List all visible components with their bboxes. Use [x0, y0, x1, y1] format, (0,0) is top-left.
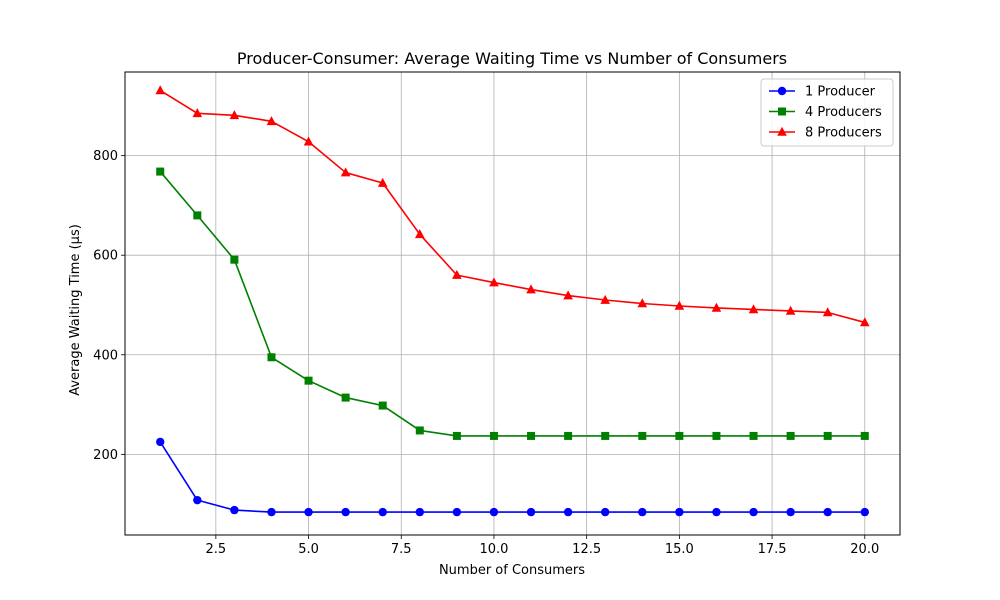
data-point — [823, 507, 832, 517]
data-point — [860, 431, 869, 440]
data-point — [489, 507, 499, 517]
data-point — [786, 431, 795, 440]
legend-label: 1 Producer — [805, 85, 876, 100]
data-point — [192, 108, 203, 118]
series-line — [159, 441, 865, 513]
legend-label: 8 Producers — [805, 126, 882, 141]
y-tick-label: 400 — [93, 348, 118, 363]
data-point — [711, 302, 722, 312]
series-group — [155, 85, 870, 517]
data-point — [155, 85, 166, 95]
data-point — [229, 110, 240, 120]
legend-marker — [778, 107, 786, 116]
x-tick-label: 7.5 — [391, 542, 412, 557]
data-point — [712, 507, 721, 517]
legend-marker — [777, 86, 787, 96]
x-tick-label: 12.5 — [572, 542, 601, 557]
data-point — [193, 211, 202, 220]
legend-marker — [777, 126, 787, 136]
data-point — [304, 376, 313, 385]
data-point — [564, 431, 573, 440]
series-3 — [155, 85, 870, 327]
data-point — [637, 298, 648, 308]
x-axis-label: Number of Consumers — [439, 563, 585, 578]
data-point — [341, 393, 350, 402]
data-point — [526, 284, 536, 294]
data-point — [638, 507, 647, 517]
plot-frame — [124, 71, 901, 536]
data-point — [452, 431, 461, 440]
data-point — [860, 507, 869, 517]
data-point — [266, 116, 277, 126]
data-point — [452, 269, 462, 279]
data-point — [415, 507, 424, 517]
data-point — [749, 431, 758, 440]
legend: 1 Producer 4 Producers 8 Producers — [760, 78, 894, 147]
data-point — [414, 229, 425, 239]
data-point — [378, 401, 387, 410]
y-tick-label: 200 — [93, 448, 118, 463]
data-point — [563, 507, 573, 517]
x-tick-label: 17.5 — [758, 542, 787, 557]
data-point — [748, 304, 759, 314]
y-tick-label: 600 — [93, 249, 118, 264]
series-1 — [156, 437, 869, 517]
data-point — [823, 431, 832, 440]
legend-label: 4 Producers — [805, 105, 882, 120]
data-point — [563, 290, 573, 300]
series-line — [159, 89, 865, 324]
data-point — [230, 255, 239, 264]
data-point — [601, 431, 610, 440]
data-point — [675, 507, 684, 517]
data-point — [675, 431, 684, 440]
x-tick-label: 10.0 — [479, 542, 508, 557]
x-tick-label: 15.0 — [665, 542, 694, 557]
data-point — [786, 507, 795, 517]
data-point — [415, 426, 424, 435]
data-point — [341, 507, 350, 517]
data-point — [859, 317, 870, 327]
y-axis-label: Average Waiting Time (µs) — [68, 224, 83, 396]
series-line — [159, 171, 865, 437]
data-point — [230, 505, 239, 515]
data-point — [267, 507, 276, 517]
data-point — [452, 507, 462, 517]
data-point — [304, 507, 313, 517]
legend-entry: 8 Producers — [769, 126, 882, 141]
data-point — [527, 431, 536, 440]
x-tick-label: 5.0 — [298, 542, 319, 557]
data-point — [674, 300, 685, 310]
legend-entry: 4 Producers — [769, 105, 882, 120]
data-point — [378, 507, 387, 517]
legend-box — [760, 78, 894, 147]
x-tick-label: 20.0 — [850, 542, 879, 557]
y-tick-label: 800 — [93, 149, 118, 164]
data-point — [712, 431, 721, 440]
data-point — [489, 431, 498, 440]
data-point — [193, 495, 202, 505]
series-2 — [156, 167, 869, 440]
data-point — [156, 167, 165, 176]
data-point — [377, 177, 388, 187]
ticks: 2.5 5.0 7.5 10.0 12.5 15.0 17.5 20.0 200 400 600 80… — [93, 149, 879, 557]
data-point — [156, 437, 165, 447]
data-point — [267, 353, 276, 362]
data-point — [340, 167, 351, 177]
data-point — [785, 305, 796, 315]
x-tick-label: 2.5 — [206, 542, 227, 557]
chart-title: Producer-Consumer: Average Waiting Time … — [237, 49, 787, 68]
data-point — [526, 507, 536, 517]
grid — [125, 72, 900, 535]
data-point — [822, 307, 833, 317]
data-point — [749, 507, 758, 517]
data-point — [638, 431, 647, 440]
legend-entry: 1 Producer — [769, 85, 876, 100]
data-point — [303, 136, 314, 146]
data-point — [601, 507, 610, 517]
data-point — [489, 277, 499, 287]
data-point — [600, 294, 611, 304]
